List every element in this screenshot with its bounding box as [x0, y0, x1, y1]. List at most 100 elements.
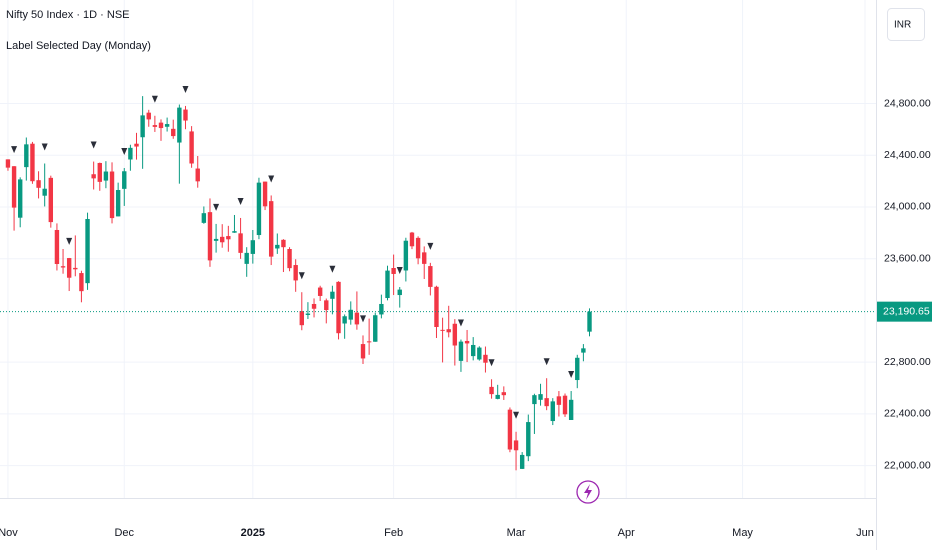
x-tick-label: 2025 — [241, 527, 265, 539]
candle-body — [293, 265, 298, 281]
candle-body — [79, 273, 84, 292]
candle-body — [287, 249, 292, 269]
day-marker — [121, 148, 128, 156]
candle-body — [409, 232, 415, 247]
candle-body — [250, 240, 256, 254]
candle-body — [213, 238, 219, 241]
candle-body — [562, 395, 568, 415]
candle-body — [11, 166, 17, 208]
last-price-tag — [877, 301, 932, 322]
candle-body — [330, 291, 335, 299]
candle-body — [575, 357, 580, 381]
candle-body — [66, 258, 72, 278]
y-tick-label: 24,800.00 — [884, 97, 931, 109]
candle-body — [36, 180, 41, 188]
y-tick-label: 24,400.00 — [884, 149, 931, 161]
candle-body — [5, 159, 11, 168]
candle-body — [342, 316, 347, 324]
candle-body — [587, 311, 592, 332]
day-marker — [90, 141, 97, 149]
candle-body — [458, 341, 464, 361]
candle-body — [415, 237, 421, 259]
candle-body — [30, 143, 35, 182]
candle-body — [324, 300, 329, 311]
candle-body — [544, 398, 549, 407]
currency-button[interactable] — [887, 8, 925, 41]
candle-body — [317, 287, 323, 296]
candle-body — [470, 344, 476, 357]
candle-body — [556, 396, 562, 405]
candle-body — [183, 109, 188, 121]
candle-body — [495, 394, 500, 399]
candle-body — [140, 115, 145, 138]
candle-body — [152, 125, 158, 127]
candle-body — [226, 236, 231, 240]
day-marker — [151, 95, 158, 103]
candle-body — [446, 329, 451, 333]
day-marker — [213, 203, 220, 211]
candle-body — [373, 315, 378, 342]
candle-body — [195, 168, 200, 182]
candle-body — [244, 252, 249, 264]
candle-body — [428, 266, 433, 287]
candle-body — [109, 171, 115, 219]
candle-body — [581, 348, 586, 353]
day-marker — [457, 319, 464, 327]
candle-body — [299, 311, 304, 326]
y-tick-label: 22,400.00 — [884, 408, 931, 420]
candle-body — [550, 401, 555, 422]
candle-body — [519, 454, 525, 469]
currency-label[interactable]: INR — [894, 20, 911, 31]
x-tick-label: Mar — [507, 527, 526, 539]
candle-body — [422, 252, 427, 264]
candle-body — [305, 313, 311, 315]
x-tick-label: Nov — [0, 527, 18, 539]
day-marker — [237, 197, 244, 205]
candle-body — [85, 218, 90, 284]
candle-body — [275, 244, 280, 249]
candle-body — [538, 394, 543, 400]
candle-body — [385, 270, 390, 299]
candle-body — [134, 143, 139, 147]
day-marker — [66, 237, 73, 245]
x-tick-label: Dec — [114, 527, 134, 539]
candle-body — [464, 340, 470, 344]
day-marker — [41, 143, 48, 151]
day-marker — [396, 267, 403, 275]
candle-body — [42, 188, 47, 196]
candle-body — [54, 229, 60, 265]
candle-body — [207, 212, 213, 261]
lightning-icon[interactable] — [576, 480, 600, 504]
candle-body — [268, 201, 274, 257]
candle-body — [164, 124, 170, 127]
candle-body — [483, 354, 488, 363]
day-marker — [513, 411, 520, 419]
candle-body — [281, 239, 286, 248]
candle-body — [354, 312, 360, 325]
candle-body — [532, 395, 537, 405]
candle-body — [256, 182, 262, 236]
candle-body — [366, 341, 372, 343]
candle-body — [311, 303, 317, 309]
day-marker — [11, 146, 18, 154]
day-marker — [329, 265, 336, 273]
candle-body — [128, 147, 133, 160]
grid — [0, 0, 876, 498]
candle-body — [262, 181, 268, 207]
candle-body — [513, 440, 519, 451]
candle-body — [201, 213, 207, 223]
day-marker — [543, 358, 550, 366]
y-tick-label: 24,000.00 — [884, 201, 931, 213]
candle-body — [232, 231, 237, 233]
day-marker — [427, 242, 434, 250]
candles — [0, 85, 876, 471]
last-price-label: 23,190.65 — [883, 305, 930, 317]
candle-body — [91, 174, 96, 179]
y-tick-label: 22,800.00 — [884, 356, 931, 368]
x-tick-label: Feb — [384, 527, 403, 539]
candle-body — [526, 422, 531, 457]
indicator-label: Label Selected Day (Monday) — [6, 40, 151, 52]
candle-body — [336, 281, 341, 334]
candle-body — [379, 303, 384, 315]
